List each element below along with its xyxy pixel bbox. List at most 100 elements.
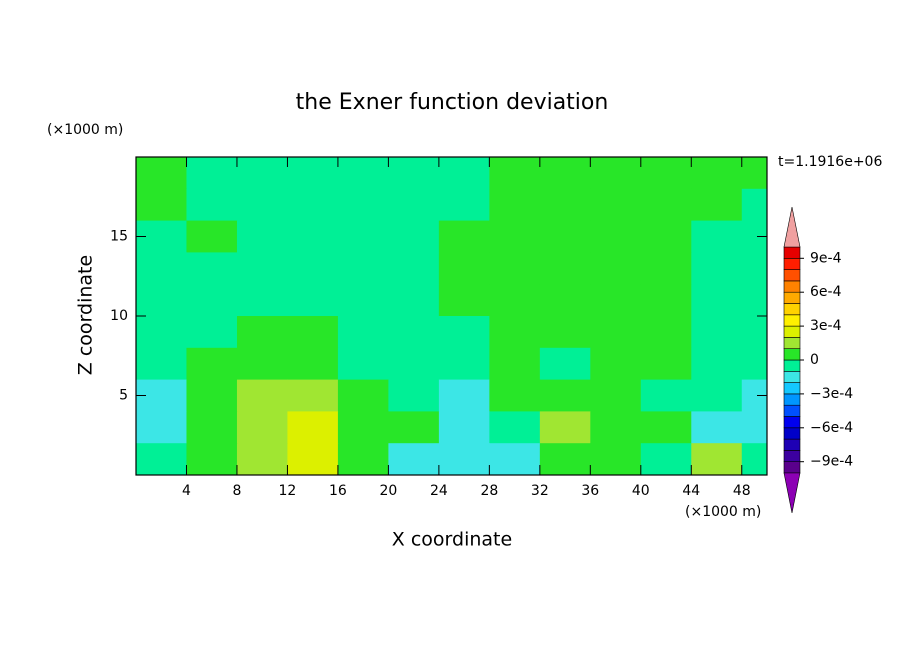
contour-cell bbox=[741, 347, 767, 381]
contour-cell bbox=[186, 284, 238, 317]
contour-cell bbox=[287, 379, 339, 412]
colorbar-box bbox=[783, 291, 801, 304]
contour-cell bbox=[539, 443, 591, 475]
contour-cell bbox=[539, 411, 591, 444]
contour-cell bbox=[438, 443, 490, 475]
contour-cell bbox=[388, 379, 440, 412]
contour-cell bbox=[136, 157, 187, 190]
contour-cell bbox=[640, 411, 692, 444]
contour-cell bbox=[186, 157, 238, 190]
contour-cell bbox=[691, 157, 743, 190]
contour-cell bbox=[388, 347, 440, 381]
contour-cell bbox=[539, 252, 591, 285]
contour-cell bbox=[388, 284, 440, 317]
colorbar-tick-label: 0 bbox=[810, 352, 819, 368]
contour-cell bbox=[590, 411, 642, 444]
contour-cell bbox=[186, 443, 238, 475]
contour-cell bbox=[438, 316, 490, 349]
colorbar-box bbox=[783, 404, 801, 417]
colorbar-box bbox=[783, 461, 801, 474]
contour-cell bbox=[438, 220, 490, 253]
y-tick-label: 5 bbox=[119, 388, 128, 404]
colorbar-tick-label: 3e-4 bbox=[810, 318, 842, 334]
contour-cell bbox=[489, 411, 541, 444]
colorbar-tick-label: 6e-4 bbox=[810, 284, 842, 300]
contour-cell bbox=[236, 252, 288, 285]
contour-cell bbox=[136, 411, 187, 444]
contour-cell bbox=[337, 284, 389, 317]
contour-cell bbox=[287, 411, 339, 444]
contour-cell bbox=[388, 157, 440, 190]
colorbar-box bbox=[783, 370, 801, 383]
contour-cell bbox=[287, 347, 339, 381]
contour-cell bbox=[489, 220, 541, 253]
contour-cell bbox=[640, 252, 692, 285]
contour-cell bbox=[136, 252, 187, 285]
colorbar-box bbox=[783, 348, 801, 361]
contour-cell bbox=[438, 188, 490, 222]
contour-cell bbox=[236, 316, 288, 349]
contour-cell bbox=[388, 411, 440, 444]
contour-cell bbox=[691, 347, 743, 381]
contour-cell bbox=[640, 157, 692, 190]
contour-cell bbox=[539, 316, 591, 349]
contour-cell bbox=[186, 220, 238, 253]
contour-cell bbox=[489, 284, 541, 317]
contour-cell bbox=[438, 411, 490, 444]
contour-cell bbox=[741, 252, 767, 285]
x-tick-label: 4 bbox=[182, 483, 191, 499]
colorbar-box bbox=[783, 416, 801, 429]
contour-cell bbox=[236, 284, 288, 317]
contour-cell bbox=[337, 220, 389, 253]
contour-cell bbox=[136, 443, 187, 475]
colorbar-extend bbox=[783, 472, 801, 514]
contour-cell bbox=[691, 316, 743, 349]
contour-cell bbox=[640, 188, 692, 222]
colorbar-box bbox=[783, 325, 801, 338]
contour-cell bbox=[590, 379, 642, 412]
contour-cell bbox=[489, 188, 541, 222]
contour-cell bbox=[236, 347, 288, 381]
contour-cell bbox=[287, 443, 339, 475]
contour-cell bbox=[388, 252, 440, 285]
contour-cell bbox=[590, 316, 642, 349]
x-axis-label: X coordinate bbox=[392, 529, 512, 551]
contour-cell bbox=[590, 347, 642, 381]
contour-cell bbox=[136, 284, 187, 317]
contour-cell bbox=[287, 220, 339, 253]
x-tick-label: 36 bbox=[581, 483, 599, 499]
y-tick-label: 10 bbox=[110, 308, 128, 324]
contour-cell bbox=[186, 411, 238, 444]
contour-cell bbox=[590, 220, 642, 253]
colorbar-box bbox=[783, 269, 801, 282]
contour-cell bbox=[741, 157, 767, 190]
contour-cell bbox=[489, 316, 541, 349]
contour-cell bbox=[489, 252, 541, 285]
contour-cell bbox=[640, 443, 692, 475]
colorbar-tick-label: −6e-4 bbox=[810, 420, 853, 436]
contour-cell bbox=[337, 316, 389, 349]
colorbar-box bbox=[783, 427, 801, 440]
x-tick-label: 16 bbox=[329, 483, 347, 499]
colorbar-tick-label: −9e-4 bbox=[810, 454, 853, 470]
contour-cell bbox=[691, 379, 743, 412]
contour-cell bbox=[337, 379, 389, 412]
contour-cell bbox=[691, 411, 743, 444]
contour-cell bbox=[539, 284, 591, 317]
contour-cell bbox=[337, 252, 389, 285]
contour-cell bbox=[236, 411, 288, 444]
colorbar-box bbox=[783, 246, 801, 259]
contour-cell bbox=[236, 157, 288, 190]
colorbar-tick-label: −3e-4 bbox=[810, 386, 853, 402]
contour-cell bbox=[590, 443, 642, 475]
colorbar-tick-label: 9e-4 bbox=[810, 250, 842, 266]
colorbar-box bbox=[783, 337, 801, 349]
contour-cell bbox=[388, 188, 440, 222]
colorbar-box bbox=[783, 438, 801, 451]
contour-cell bbox=[438, 347, 490, 381]
contour-cell bbox=[186, 347, 238, 381]
contour-cell bbox=[337, 157, 389, 190]
x-tick-label: 20 bbox=[379, 483, 397, 499]
contour-cell bbox=[741, 188, 767, 222]
